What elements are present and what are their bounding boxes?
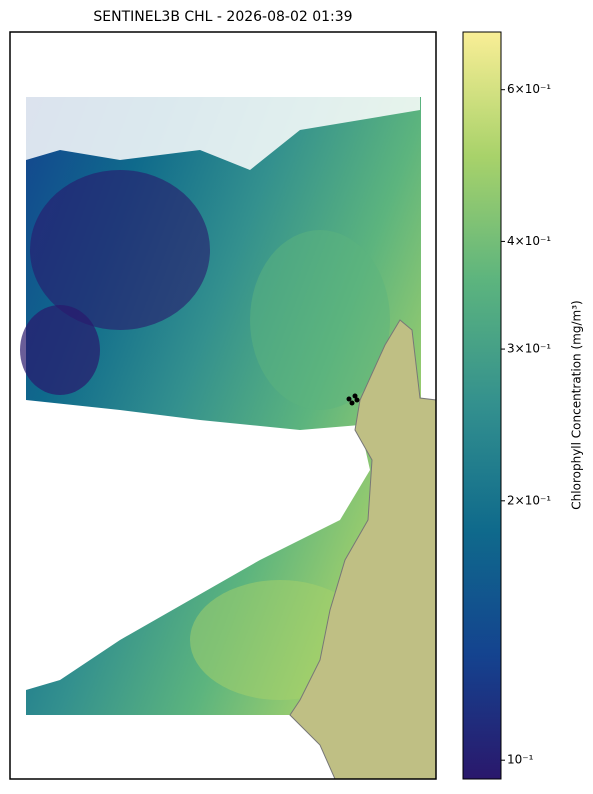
land (289, 319, 437, 780)
map-frame (9, 31, 437, 780)
tick-label: 4×10⁻¹ (507, 234, 551, 248)
station (352, 393, 358, 399)
tick-label: 10⁻¹ (507, 753, 534, 767)
station (349, 400, 355, 406)
colorbar-label: Chlorophyll Concentration (mg/m³) (570, 300, 584, 509)
tick-label: 3×10⁻¹ (507, 342, 551, 356)
map-title: SENTINEL3B CHL - 2026-08-02 01:39 (93, 9, 352, 25)
high-chl-patch (250, 230, 390, 410)
low-chl-patch (20, 305, 100, 395)
colorbar (462, 31, 502, 780)
tick-label: 6×10⁻¹ (507, 82, 551, 96)
cloud (26, 400, 370, 690)
cloud (26, 97, 420, 170)
low-chl-patch (30, 170, 210, 330)
station (346, 396, 352, 402)
tick-label: 2×10⁻¹ (507, 493, 551, 507)
map (9, 31, 437, 780)
station (354, 397, 360, 403)
